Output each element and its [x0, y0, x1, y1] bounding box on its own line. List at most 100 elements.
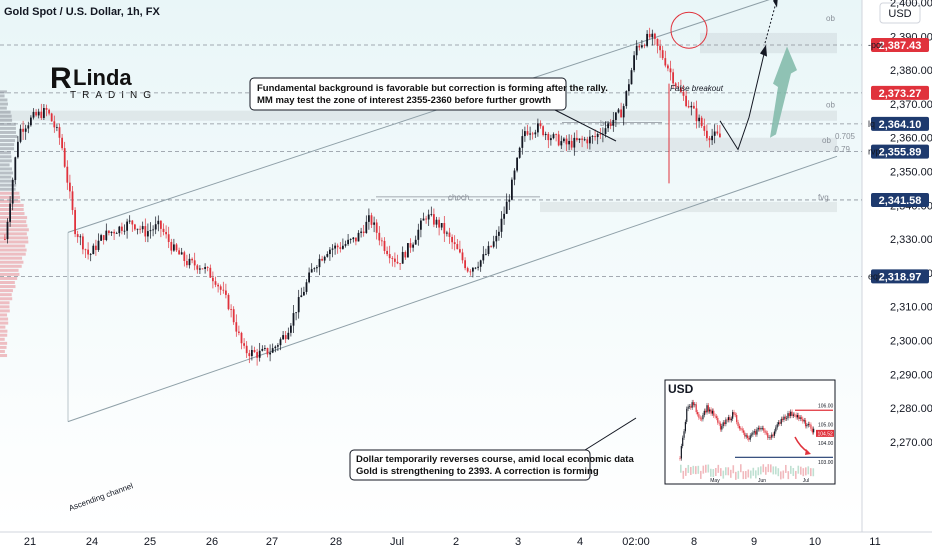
candle-body — [604, 128, 607, 134]
candle-body — [695, 108, 698, 122]
y-tick-label: 2,350.00 — [890, 167, 932, 179]
inset-candle-body — [698, 414, 700, 418]
inset-candle-body — [744, 432, 746, 437]
inset-candle-body — [695, 404, 697, 413]
inset-volume-bar — [742, 471, 745, 480]
candle-body — [461, 252, 464, 261]
candle-body — [563, 138, 565, 142]
candle-body — [544, 133, 547, 136]
candle-body — [557, 134, 560, 146]
candle-body — [664, 58, 667, 66]
candle-body — [654, 33, 656, 39]
currency-button-label: USD — [888, 8, 911, 20]
logo-mark: R — [50, 62, 72, 95]
candle-body — [505, 201, 508, 214]
candle-body — [48, 109, 50, 114]
candle-body — [516, 157, 518, 171]
fvg-zone — [540, 201, 837, 213]
inset-candle-body — [786, 418, 788, 419]
drawings-layer — [670, 0, 797, 151]
inset-candle-body — [728, 417, 730, 421]
candle-body — [95, 245, 97, 250]
candle-body — [141, 226, 144, 230]
candle-body — [349, 239, 352, 240]
inset-candle-body — [795, 414, 797, 418]
inset-candle-body — [764, 430, 766, 433]
candle-body — [365, 221, 368, 234]
inset-candle-body — [687, 406, 689, 409]
candle-body — [690, 105, 693, 108]
time-axis: 21 24 25 26 27 28 Jul 2 3 4 02:00 8 9 10 11 — [24, 536, 881, 548]
candle-body — [399, 263, 401, 265]
candle-body — [149, 230, 152, 232]
inset-volume-bar — [800, 466, 802, 475]
candle-body — [66, 166, 69, 183]
inset-volume-bar — [685, 467, 687, 476]
false-breakout-label: False breakout — [670, 84, 724, 93]
volume-profile-bar — [0, 256, 23, 260]
candle-body — [53, 121, 56, 128]
volume-profile-bar — [0, 122, 16, 126]
inset-volume-bar — [682, 470, 685, 479]
inset-volume-bar — [750, 470, 752, 479]
x-tick-label: 3 — [515, 536, 521, 548]
candle-body — [555, 134, 557, 135]
candle-body — [635, 45, 638, 56]
inset-candle-body — [715, 416, 718, 418]
candle-body — [97, 240, 100, 250]
candle-body — [126, 221, 128, 231]
inset-volume-bar — [720, 468, 722, 477]
inset-candle-body — [787, 413, 789, 419]
inset-candle-body — [800, 417, 803, 419]
currency-button[interactable]: USD — [879, 2, 921, 24]
choch-label: choch — [448, 193, 469, 202]
candle-body — [498, 231, 500, 236]
candle-body — [251, 350, 253, 357]
candle-body — [282, 335, 284, 340]
x-tick-label: 27 — [266, 536, 278, 548]
candle-body — [357, 232, 360, 242]
candle-body — [180, 252, 183, 255]
x-tick-label: 21 — [24, 536, 36, 548]
candle-body — [74, 210, 76, 235]
inset-candle-body — [707, 405, 709, 412]
inset-x-tick: Jun — [758, 478, 766, 484]
inset-candle-body — [710, 409, 712, 414]
candle-body — [430, 214, 433, 215]
inset-candle-body — [813, 428, 815, 433]
candle-body — [495, 235, 498, 242]
inset-volume-bar — [787, 471, 790, 480]
candle-body — [680, 87, 682, 92]
candle-body — [383, 240, 386, 251]
candle-body — [238, 331, 240, 333]
candle-body — [656, 38, 659, 46]
candle-body — [191, 258, 193, 261]
note-bottom: Dollar temporarily reverses course, amid… — [349, 417, 637, 481]
volume-profile-bar — [0, 110, 11, 114]
candle-body — [370, 215, 373, 225]
price-tag-label: 2,341.58 — [879, 195, 922, 207]
candle-body — [469, 271, 472, 273]
candle-body — [474, 267, 477, 269]
candle-body — [219, 286, 222, 290]
candle-body — [511, 179, 513, 200]
inset-price-tag-label: 104.52 — [818, 431, 834, 437]
candle-body — [425, 218, 427, 220]
candle-body — [227, 294, 230, 310]
note-bottom-line2: Gold is strengthening to 2393. A correct… — [356, 466, 599, 477]
candle-body — [56, 127, 58, 128]
candle-body — [17, 141, 19, 158]
inset-candle-body — [742, 430, 745, 433]
price-tag — [871, 37, 929, 52]
volume-profile-bar — [0, 240, 29, 244]
price-tag — [871, 192, 929, 207]
volume-profile-bar — [0, 349, 5, 353]
candle-body — [352, 237, 355, 240]
candle-body — [711, 135, 713, 141]
inset-volume-bar — [785, 464, 787, 473]
volume-profile-bar — [0, 106, 7, 110]
inset-volume-bar — [782, 470, 785, 479]
volume-profile-bar — [0, 130, 16, 134]
candle-body — [303, 291, 305, 296]
